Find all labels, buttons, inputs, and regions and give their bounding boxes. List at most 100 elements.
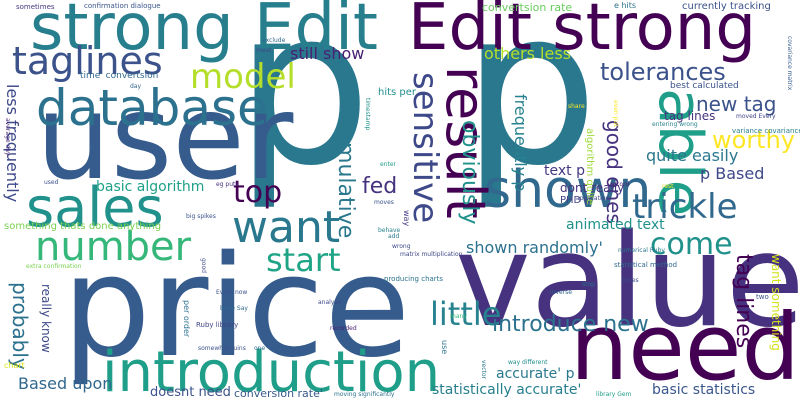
word-sensitive: sensitive [405, 72, 445, 224]
word-cumulative: cumulative [333, 116, 358, 239]
word-share: share [568, 103, 585, 110]
word-good-ones: good ones [602, 120, 626, 224]
word-able: able [645, 88, 715, 217]
word-phd-p: PHD p [560, 195, 591, 206]
word-hits-per: hits per [378, 87, 417, 98]
word-record: record [610, 181, 630, 188]
word-many: many [450, 313, 467, 320]
word-introduce-new: introduce new [492, 312, 649, 337]
word-introduction: introduction [102, 340, 441, 400]
word-taglines: taglines [12, 39, 163, 83]
word-p-1: p [235, 0, 372, 213]
word-shown: shown [484, 160, 652, 220]
word-basic-statistics: basic statistics [652, 382, 756, 398]
word-library-gem: library Gem [596, 391, 632, 398]
word-trickle: trickle [632, 187, 738, 227]
word-add: add [388, 233, 400, 240]
word-vector: vector [480, 360, 487, 380]
word-value: value [455, 207, 800, 356]
word-inverse: inverse [550, 289, 572, 296]
word-one: one [254, 345, 266, 352]
word-others-less: others less [484, 44, 572, 63]
word-extra-confirmation: extra confirmation [26, 263, 82, 270]
word-day: day [130, 83, 142, 90]
word-used: used [44, 179, 59, 186]
word-somewhat-ruins: somewhat ruins [198, 345, 246, 352]
word-conversion-rate-quoted: conversion rate' [234, 387, 323, 400]
word-recorded: recorded [330, 325, 357, 332]
word-tag-lines-quoted: tag lines' [731, 254, 756, 355]
word-database: database [36, 79, 268, 137]
word-way-different: way different [508, 359, 548, 366]
word-meat: meat [256, 47, 272, 54]
word-even-put: even put [612, 100, 619, 127]
word-big-spikes: big spikes [186, 213, 216, 220]
word-average-day: average day [4, 118, 11, 156]
word-exclude: exclude [262, 37, 286, 44]
word-moving-significantly: moving significantly [334, 391, 395, 398]
word-really-know: really know [39, 284, 53, 353]
word-algorithm-quite: algorithm quite [584, 128, 595, 205]
word-variance-covariance: variance covariance [732, 127, 800, 135]
word-result: result [434, 66, 497, 219]
word-timestamp: timestamp [364, 98, 371, 131]
word-eg-puts: eg puts [216, 181, 239, 188]
word-convertsion-rate: convertsion rate [482, 1, 573, 14]
word-time-convertsion: time' convertsion [80, 71, 159, 81]
word-confirmation-dialogue: confirmation dialogue [84, 2, 161, 10]
word-two: two [756, 293, 769, 301]
word-statistically-accurate: statistically accurate' [432, 382, 582, 398]
word-p-2: p [462, 0, 599, 213]
word-matrix-multiplication: matrix multiplication [400, 251, 463, 258]
word-basic-algorithm: basic algorithm [96, 179, 205, 195]
word-best-calculated: best calculated [670, 81, 739, 91]
word-still-show: still show [290, 44, 365, 63]
word-based-upon: Based upon [18, 374, 113, 393]
word-strong-edit: strong Edit [30, 0, 378, 65]
word-tolerances: tolerances [600, 58, 726, 86]
word-statistical-method: statistical method [614, 261, 678, 269]
word-wrong: wrong [392, 243, 411, 250]
word-need: need [570, 294, 800, 400]
word-per-order: per order [182, 300, 191, 338]
word-something-thats-done-anything: something thats done anything [4, 221, 162, 232]
word-fed: fed [362, 174, 398, 199]
word-probably: probably [8, 282, 32, 370]
word-text-p: text p [544, 163, 585, 179]
word-want-something: want something [769, 254, 783, 351]
word-covariance-matrix: covariance matrix [786, 36, 793, 91]
word-user: user [36, 68, 294, 206]
word-numerical-ruby: numerical Ruby [618, 247, 665, 254]
word-price: price [62, 226, 411, 389]
word-number: number [35, 224, 192, 270]
word-top: top [233, 175, 283, 210]
word-animated-text: animated text [566, 217, 665, 233]
word-e-hits: e hits [614, 1, 637, 10]
word-currently-tracking: currently tracking [682, 1, 771, 12]
word-model: model [190, 57, 296, 97]
word-every-now: Every now [216, 289, 248, 296]
word-application: application [576, 195, 610, 202]
word-doesnt-need: doesnt need [150, 385, 231, 400]
word-behave: behave [378, 227, 401, 234]
word-dont-really: dont really [560, 181, 625, 195]
word-bone-say: bone Say [220, 305, 248, 312]
word-shown-randomly: shown randomly' [466, 238, 603, 257]
word-enter: enter [380, 161, 397, 168]
word-frequently-p: frequently p [511, 94, 530, 192]
word-producing-charts: producing charts [384, 275, 444, 283]
word-edit-strong: Edit strong [408, 0, 756, 65]
word-sales: sales [26, 176, 164, 239]
word-rest: rest [662, 183, 674, 190]
word-less-frequently: less frequently [3, 84, 22, 203]
word-little: little [430, 295, 502, 333]
word-moves: moves [374, 199, 394, 206]
word-come: come [650, 227, 733, 262]
word-sometimes: sometimes [16, 3, 55, 11]
word-new-tag: new tag [696, 92, 777, 116]
word-want: want [232, 202, 341, 253]
word-p-based: p Based [700, 164, 765, 183]
word-worthy: worthy [712, 126, 796, 154]
word-way: way [402, 210, 411, 227]
